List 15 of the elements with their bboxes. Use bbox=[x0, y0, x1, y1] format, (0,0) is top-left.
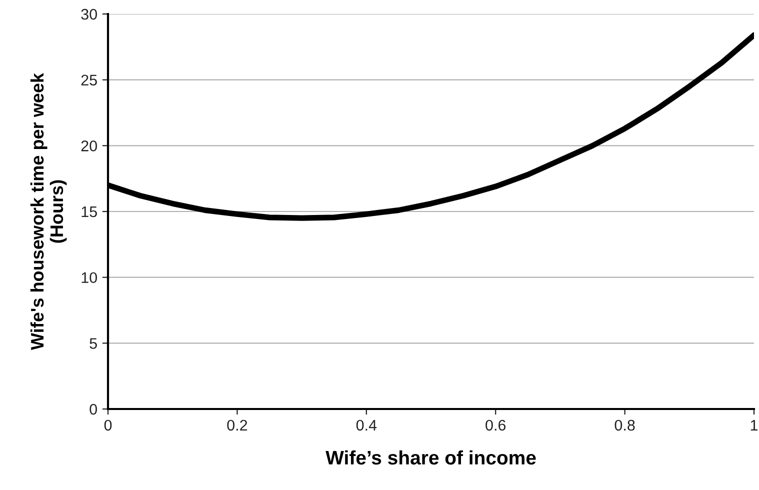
y-tick-label: 30 bbox=[81, 8, 97, 20]
x-tick-label: 1 bbox=[750, 420, 758, 430]
y-tick-label: 15 bbox=[82, 206, 97, 218]
y-tick-label: 5 bbox=[90, 338, 97, 349]
x-tick-label: 0 bbox=[104, 420, 112, 431]
x-tick-label: 0.2 bbox=[227, 420, 248, 431]
y-axis-title: Wife's housework time per week (Hours) bbox=[30, 72, 67, 350]
x-tick-label: 0.8 bbox=[614, 420, 635, 431]
x-tick-label: 0.4 bbox=[356, 420, 377, 431]
x-axis-title: Wife’s share of income bbox=[326, 450, 536, 465]
y-tick-label: 25 bbox=[81, 74, 97, 86]
y-tick-label: 10 bbox=[82, 272, 97, 284]
x-tick-label: 0.6 bbox=[486, 420, 506, 431]
y-tick-label: 0 bbox=[90, 404, 97, 415]
y-tick-label: 20 bbox=[81, 140, 97, 152]
